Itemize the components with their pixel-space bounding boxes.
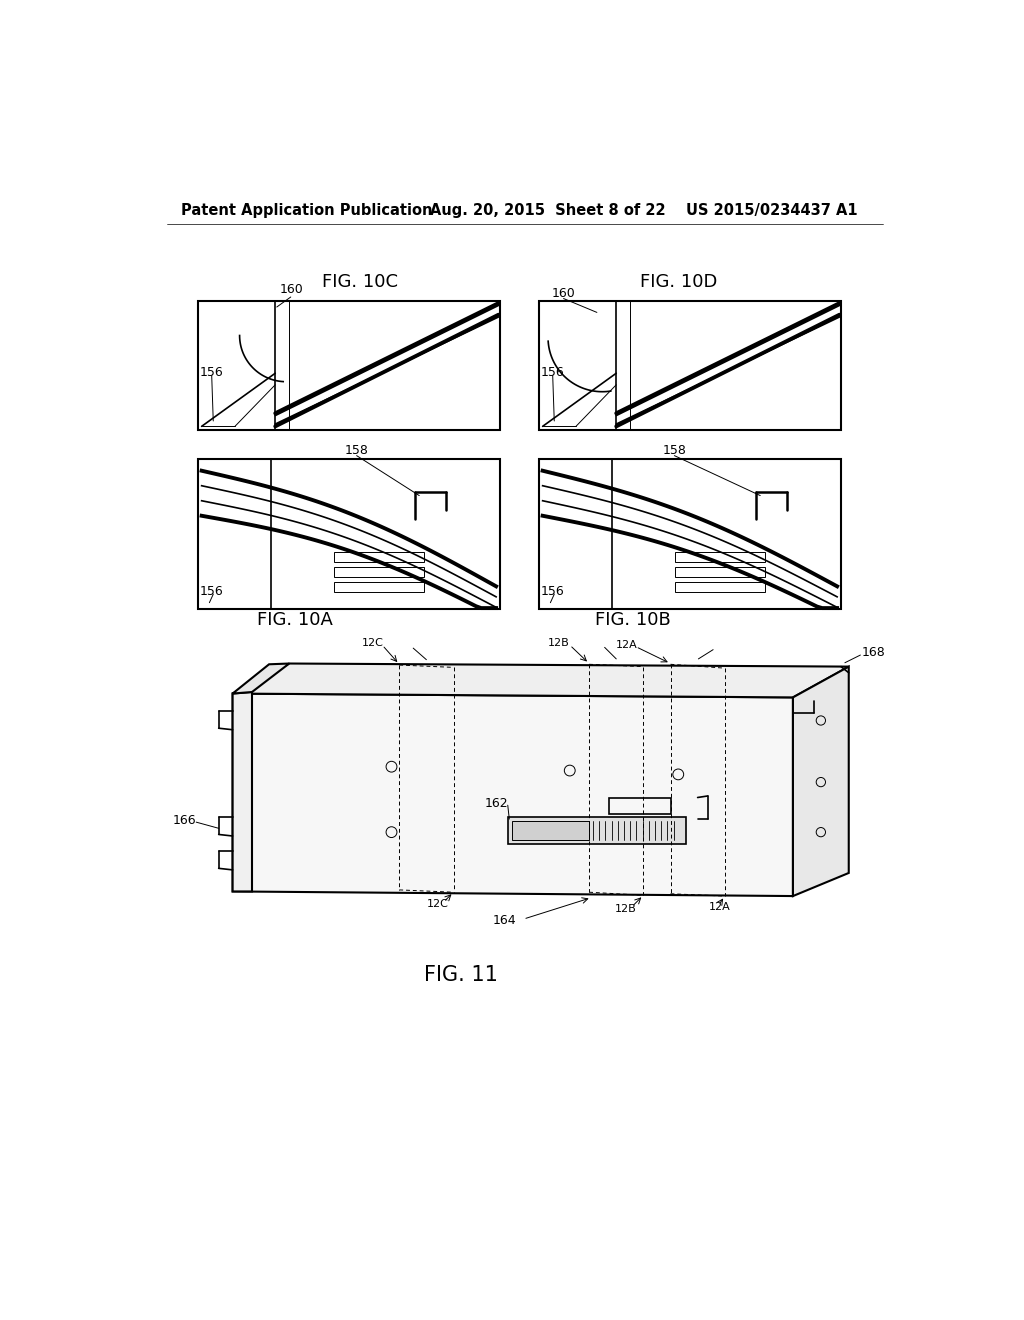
- Text: 12A: 12A: [615, 640, 637, 649]
- Bar: [539, 459, 841, 609]
- Bar: [334, 582, 424, 593]
- Bar: [539, 301, 841, 430]
- Text: 160: 160: [552, 286, 575, 300]
- Bar: [198, 301, 500, 430]
- Bar: [508, 817, 686, 843]
- Text: FIG. 10C: FIG. 10C: [322, 273, 397, 290]
- Bar: [512, 821, 589, 840]
- Bar: [334, 566, 424, 577]
- Text: 164: 164: [493, 915, 516, 927]
- Text: FIG. 10B: FIG. 10B: [595, 611, 671, 630]
- Bar: [334, 552, 424, 562]
- Text: 156: 156: [200, 366, 223, 379]
- Text: 158: 158: [345, 445, 369, 458]
- Text: 156: 156: [541, 366, 565, 379]
- Bar: [675, 582, 765, 593]
- Text: 12B: 12B: [614, 904, 637, 915]
- Text: 166: 166: [173, 814, 197, 828]
- Bar: [608, 797, 671, 814]
- Text: 156: 156: [200, 585, 224, 598]
- Text: Patent Application Publication: Patent Application Publication: [180, 203, 432, 218]
- Polygon shape: [232, 664, 289, 693]
- Polygon shape: [232, 664, 849, 697]
- Bar: [675, 566, 765, 577]
- Bar: [675, 552, 765, 562]
- Text: 160: 160: [280, 282, 304, 296]
- Text: 12C: 12C: [361, 639, 384, 648]
- Text: Aug. 20, 2015  Sheet 8 of 22: Aug. 20, 2015 Sheet 8 of 22: [430, 203, 666, 218]
- Text: 162: 162: [484, 797, 508, 810]
- Text: FIG. 10D: FIG. 10D: [640, 273, 717, 290]
- Text: 158: 158: [663, 445, 687, 458]
- Text: FIG. 10A: FIG. 10A: [257, 611, 333, 630]
- Text: 12B: 12B: [548, 639, 569, 648]
- Text: 168: 168: [862, 647, 886, 659]
- Polygon shape: [232, 692, 252, 891]
- Text: 156: 156: [541, 585, 565, 598]
- Text: US 2015/0234437 A1: US 2015/0234437 A1: [686, 203, 858, 218]
- Bar: [198, 459, 500, 609]
- Text: FIG. 11: FIG. 11: [424, 965, 499, 985]
- Text: 12C: 12C: [426, 899, 449, 908]
- Text: 12A: 12A: [710, 902, 731, 912]
- Polygon shape: [232, 693, 793, 896]
- Polygon shape: [793, 667, 849, 896]
